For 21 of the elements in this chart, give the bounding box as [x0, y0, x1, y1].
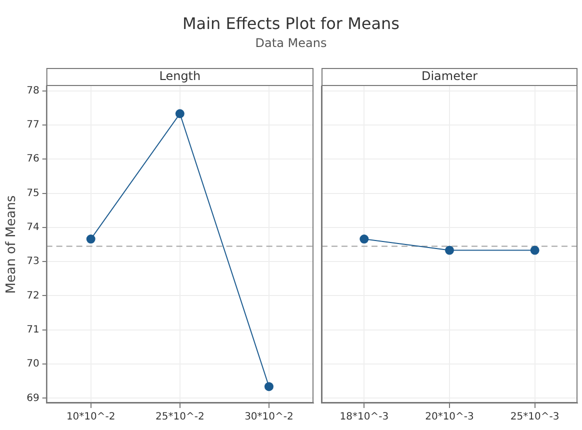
- x-tick-label: 20*10^-3: [425, 412, 474, 423]
- y-tick-label: 70: [26, 358, 40, 370]
- y-tick-label: 78: [26, 85, 40, 96]
- y-tick-label: 76: [26, 154, 40, 165]
- y-tick-label: 72: [26, 290, 40, 302]
- text: Diameter: [421, 69, 478, 84]
- y-tick-label: 75: [26, 188, 40, 199]
- y-tick-label: 74: [26, 222, 40, 234]
- y-tick-label: 73: [26, 256, 40, 268]
- chart-title: Main Effects Plot for Means: [181, 14, 400, 33]
- chart-subtitle: Data Means: [254, 36, 328, 50]
- x-tick-label: 25*10^-3: [510, 412, 560, 423]
- y-tick-label: 71: [26, 324, 40, 336]
- x-tick-label: 10*10^-2: [66, 412, 116, 423]
- y-tick-label: 69: [26, 392, 40, 404]
- y-tick-label: 77: [26, 120, 40, 131]
- x-tick-label: 18*10^-3: [340, 412, 389, 423]
- y-axis-title: Mean of Means: [4, 195, 20, 294]
- text: Length: [159, 69, 201, 84]
- x-tick-label: 25*10^-2: [156, 412, 204, 423]
- x-tick-label: 30*10^-2: [244, 412, 294, 423]
